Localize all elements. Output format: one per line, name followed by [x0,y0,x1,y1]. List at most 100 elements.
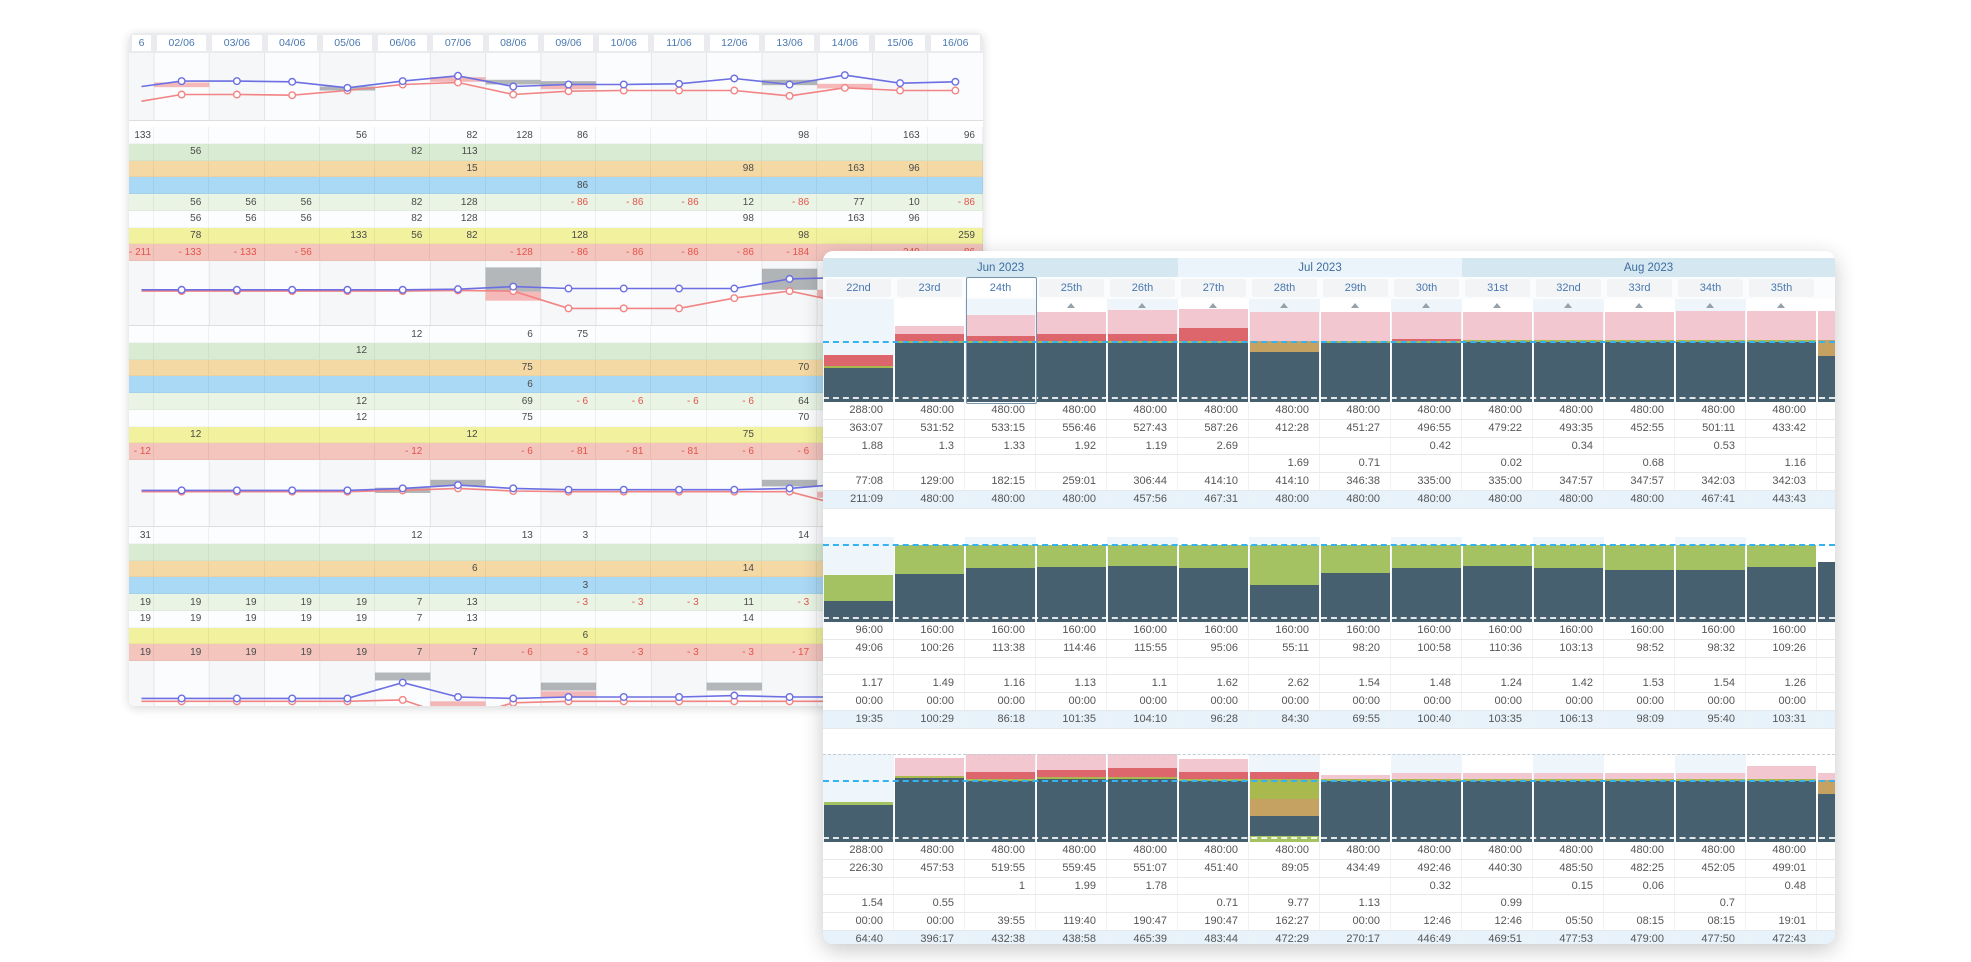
stacked-bar[interactable] [1818,537,1835,622]
stacked-bar[interactable] [1108,537,1177,622]
stacked-bar[interactable] [1676,754,1745,842]
bar-segment-pink [1321,775,1390,780]
stacked-bar[interactable] [895,299,964,402]
table-cell [1533,657,1604,675]
bar-segment-olive [1321,779,1390,782]
stacked-bar[interactable] [1605,537,1674,622]
data-cell [154,359,210,376]
table-cell: 452:05 [1675,859,1746,877]
stacked-bar[interactable] [1676,537,1745,622]
stacked-bar[interactable] [1818,299,1835,402]
stacked-bar[interactable] [1392,299,1461,402]
week-header-cell[interactable]: 24th [968,279,1033,297]
stacked-bar[interactable] [1534,537,1603,622]
stacked-bar[interactable] [1321,537,1390,622]
baseline-dashed-line [823,616,1835,619]
week-header-cell[interactable]: 30th [1394,279,1459,297]
date-header-cell[interactable]: 13/06 [762,33,817,53]
bar-segment-dark [1392,781,1461,842]
week-header-cell[interactable]: 26th [1110,279,1175,297]
date-header-cell[interactable]: 09/06 [541,33,596,53]
stacked-bar[interactable] [1534,754,1603,842]
stacked-bar[interactable] [1250,537,1319,622]
stacked-bar[interactable] [1392,537,1461,622]
date-header-cell[interactable]: 15/06 [872,33,927,53]
stacked-bar[interactable] [1747,537,1816,622]
week-header-cell[interactable]: 34th [1678,279,1743,297]
stacked-bar[interactable] [895,754,964,842]
stacked-bar[interactable] [1321,299,1390,402]
stacked-bar[interactable] [1676,299,1745,402]
week-header-cell[interactable]: 23rd [897,279,962,297]
stacked-bar[interactable] [1250,754,1319,842]
week-header-cell[interactable]: 28th [1252,279,1317,297]
stacked-bar[interactable] [1818,754,1835,842]
stacked-bar[interactable] [1534,299,1603,402]
data-cell [320,210,376,227]
stacked-bar[interactable] [1108,753,1177,842]
stacked-bar[interactable] [1037,299,1106,402]
week-header-cell[interactable]: 35th [1749,279,1814,297]
table-cell [1391,895,1462,913]
data-cell [486,177,541,193]
stacked-bar[interactable] [1321,754,1390,842]
data-cell [541,160,597,177]
table-cell: 64:40 [823,931,894,944]
table-cell: 363:07 [823,419,894,437]
date-header-cell[interactable]: 04/06 [265,33,320,53]
date-header-cell[interactable]: 02/06 [154,33,209,53]
date-header-cell[interactable]: 10/06 [596,33,651,53]
stacked-bar[interactable] [1108,299,1177,402]
date-header-cell[interactable]: 12/06 [707,33,762,53]
table-cell: 1.42 [1533,675,1604,693]
stacked-bar[interactable] [966,537,1035,622]
date-header-cell[interactable]: 07/06 [430,33,485,53]
date-header-cell[interactable]: 14/06 [817,33,872,53]
date-header-cell[interactable]: 6 [129,33,154,53]
stacked-bar[interactable] [1463,299,1532,402]
bar-segment-pink [1747,311,1816,341]
week-header-cell[interactable]: 29th [1323,279,1388,297]
data-cell: 31 [129,527,154,543]
stacked-bar[interactable] [1037,753,1106,842]
data-cell [430,577,486,593]
table-cell: 480:00 [1675,841,1746,859]
data-cell: 56 [265,194,320,210]
date-header-cell[interactable]: 03/06 [209,33,264,53]
week-header-cell[interactable]: 32nd [1536,279,1601,297]
data-cell [320,143,376,160]
stacked-bar[interactable] [824,537,893,622]
week-header-cell[interactable]: 27th [1181,279,1246,297]
stacked-bar[interactable] [1747,754,1816,842]
table-cell [1178,657,1249,675]
data-cell: 133 [129,127,154,143]
stacked-bar[interactable] [966,299,1035,402]
date-header-cell[interactable]: 11/06 [651,33,706,53]
date-header-cell[interactable]: 08/06 [486,33,541,53]
stacked-bar[interactable] [1179,754,1248,842]
stacked-bar[interactable] [895,537,964,622]
week-header-cell[interactable]: 22nd [826,279,891,297]
stacked-bar[interactable] [1037,537,1106,622]
date-header-cell[interactable]: 06/06 [375,33,430,53]
week-header-cell[interactable]: 31st [1465,279,1530,297]
stacked-bar[interactable] [1463,537,1532,622]
stacked-bar[interactable] [1605,754,1674,842]
table-cell: 160:00 [1249,621,1320,639]
stacked-bar[interactable] [824,299,893,402]
stacked-bar[interactable] [824,754,893,842]
stacked-bar[interactable] [1179,537,1248,622]
stacked-bar[interactable] [1179,299,1248,402]
stacked-bar[interactable] [1250,299,1319,402]
bar-segment-green [824,802,893,805]
date-header-cell[interactable]: 16/06 [928,33,983,53]
stacked-bar[interactable] [1392,754,1461,842]
week-header-cell[interactable]: 33rd [1607,279,1672,297]
stacked-bar[interactable] [1605,299,1674,402]
week-header-cell[interactable]: 25th [1039,279,1104,297]
stacked-bar[interactable] [966,753,1035,842]
stacked-bar[interactable] [1463,754,1532,842]
date-header-cell[interactable]: 05/06 [320,33,375,53]
stacked-bar[interactable] [1747,299,1816,402]
table-cell: 469:51 [1462,931,1533,944]
